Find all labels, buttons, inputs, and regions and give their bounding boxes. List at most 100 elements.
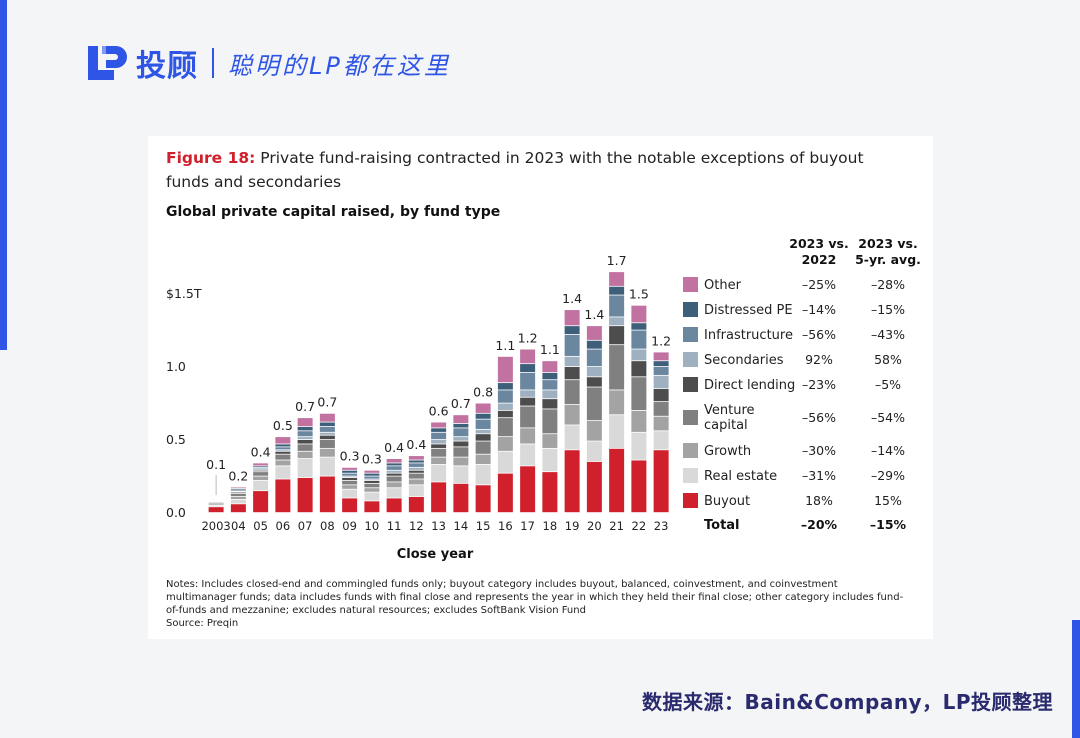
x-tick-label: 11 <box>387 519 402 533</box>
bar-segment-venture-capital <box>542 409 558 434</box>
bar-segment-venture-capital <box>275 454 291 460</box>
bar-segment-other <box>364 470 380 473</box>
x-tick-label: 14 <box>454 519 469 533</box>
table-value-vs-5yr: –5% <box>875 377 901 392</box>
x-tick-label: 05 <box>253 519 268 533</box>
x-tick-label: 07 <box>298 519 313 533</box>
table-value-vs-2022: –56% <box>802 327 836 342</box>
bar-segment-buyout <box>653 450 669 513</box>
x-tick-label: 16 <box>498 519 513 533</box>
bar-segment-secondaries <box>342 476 358 478</box>
legend-swatch <box>683 352 698 367</box>
bar-segment-real-estate <box>631 432 647 460</box>
bar-segment-infrastructure <box>542 380 558 390</box>
bar-segment-direct-lending <box>319 435 335 440</box>
legend-label: Growth <box>704 444 751 459</box>
legend-label: Distressed PE <box>704 303 793 318</box>
bar-segment-direct-lending <box>497 410 513 418</box>
bar-segment-real-estate <box>364 492 380 501</box>
legend-label: Venture <box>704 403 755 418</box>
x-tick-label: 08 <box>320 519 335 533</box>
bar-segment-growth <box>542 434 558 448</box>
x-tick-label: 09 <box>342 519 357 533</box>
legend-label: Infrastructure <box>704 328 793 343</box>
bar-segment-buyout <box>275 479 291 513</box>
bar-segment-real-estate <box>319 457 335 476</box>
bar-segment-direct-lending <box>297 440 313 444</box>
bar-segment-infrastructure <box>475 419 491 429</box>
bar-segment-venture-capital <box>564 380 580 405</box>
bar-segment-infrastructure <box>275 447 291 450</box>
bar-segment-real-estate <box>609 415 625 448</box>
bar-segment-direct-lending <box>408 470 424 473</box>
bar-segment-direct-lending <box>431 444 447 448</box>
bar-segment-distressed-pe <box>453 423 469 428</box>
bar-segment-venture-capital <box>653 402 669 416</box>
y-tick-label: 0.5 <box>166 432 186 447</box>
bar-segment-other <box>431 422 447 428</box>
bar-segment-venture-capital <box>631 377 647 410</box>
table-header-col2: 5-yr. avg. <box>855 252 921 267</box>
table-value-vs-5yr: –15% <box>871 302 905 317</box>
bar-segment-venture-capital <box>208 502 224 504</box>
legend-swatch <box>683 410 698 425</box>
table-total-vs-2022: –20% <box>801 517 838 532</box>
bar-segment-real-estate <box>497 451 513 473</box>
bar-segment-secondaries <box>653 375 669 389</box>
bar-segment-real-estate <box>408 485 424 497</box>
brand-slogan: 聪明的LP都在这里 <box>228 51 451 80</box>
bar-segment-real-estate <box>208 505 224 507</box>
x-tick-label: 2003 <box>201 519 230 533</box>
bar-segment-secondaries <box>364 479 380 481</box>
brand-header: 投顾 聪明的LP都在这里 <box>84 40 451 86</box>
bar-segment-growth <box>297 451 313 459</box>
bar-segment-growth <box>319 448 335 457</box>
bar-segment-distressed-pe <box>342 470 358 473</box>
bar-segment-venture-capital <box>497 418 513 437</box>
bar-segment-buyout <box>408 496 424 513</box>
bar-segment-other <box>653 352 669 361</box>
bar-segment-other <box>631 305 647 323</box>
bar-segment-secondaries <box>586 367 602 377</box>
legend-label: Other <box>704 278 742 293</box>
bar-segment-real-estate <box>230 499 246 504</box>
notes-text: Notes: Includes closed-end and commingle… <box>166 579 904 616</box>
bar-segment-venture-capital <box>609 345 625 390</box>
bar-segment-growth <box>453 457 469 466</box>
bar-segment-direct-lending <box>275 451 291 454</box>
bar-segment-growth <box>586 421 602 441</box>
bar-total-label: 0.7 <box>295 399 315 414</box>
bar-segment-direct-lending <box>631 361 647 377</box>
bar-segment-other <box>230 487 246 489</box>
bar-segment-growth <box>364 488 380 492</box>
bar-total-label: 0.6 <box>429 403 449 418</box>
bar-total-label: 1.7 <box>607 253 627 268</box>
bar-segment-venture-capital <box>319 440 335 448</box>
legend-swatch <box>683 377 698 392</box>
x-tick-label: 17 <box>520 519 535 533</box>
bar-segment-distressed-pe <box>497 383 513 390</box>
bar-segment-buyout <box>475 485 491 513</box>
bar-segment-buyout <box>631 460 647 513</box>
bar-segment-venture-capital <box>520 406 536 428</box>
table-value-vs-5yr: –43% <box>871 327 905 342</box>
bar-segment-venture-capital <box>342 480 358 485</box>
bar-segment-growth <box>431 457 447 465</box>
bar-segment-secondaries <box>631 349 647 361</box>
bar-total-label: 1.4 <box>584 307 604 322</box>
x-tick-label: 23 <box>654 519 669 533</box>
bar-segment-other <box>497 356 513 383</box>
bar-segment-buyout <box>253 491 269 513</box>
bar-segment-infrastructure <box>408 463 424 467</box>
brand-name: 投顾 <box>136 49 198 84</box>
bar-total-label: 0.7 <box>317 395 337 410</box>
bar-segment-venture-capital <box>475 441 491 454</box>
table-value-vs-2022: –30% <box>802 443 836 458</box>
bar-segment-real-estate <box>275 466 291 479</box>
bar-segment-growth <box>408 479 424 485</box>
bar-segment-other <box>319 413 335 422</box>
bar-segment-secondaries <box>319 432 335 435</box>
bar-total-label: 1.4 <box>562 291 582 306</box>
bar-segment-infrastructure <box>453 428 469 437</box>
bar-segment-direct-lending <box>475 434 491 441</box>
